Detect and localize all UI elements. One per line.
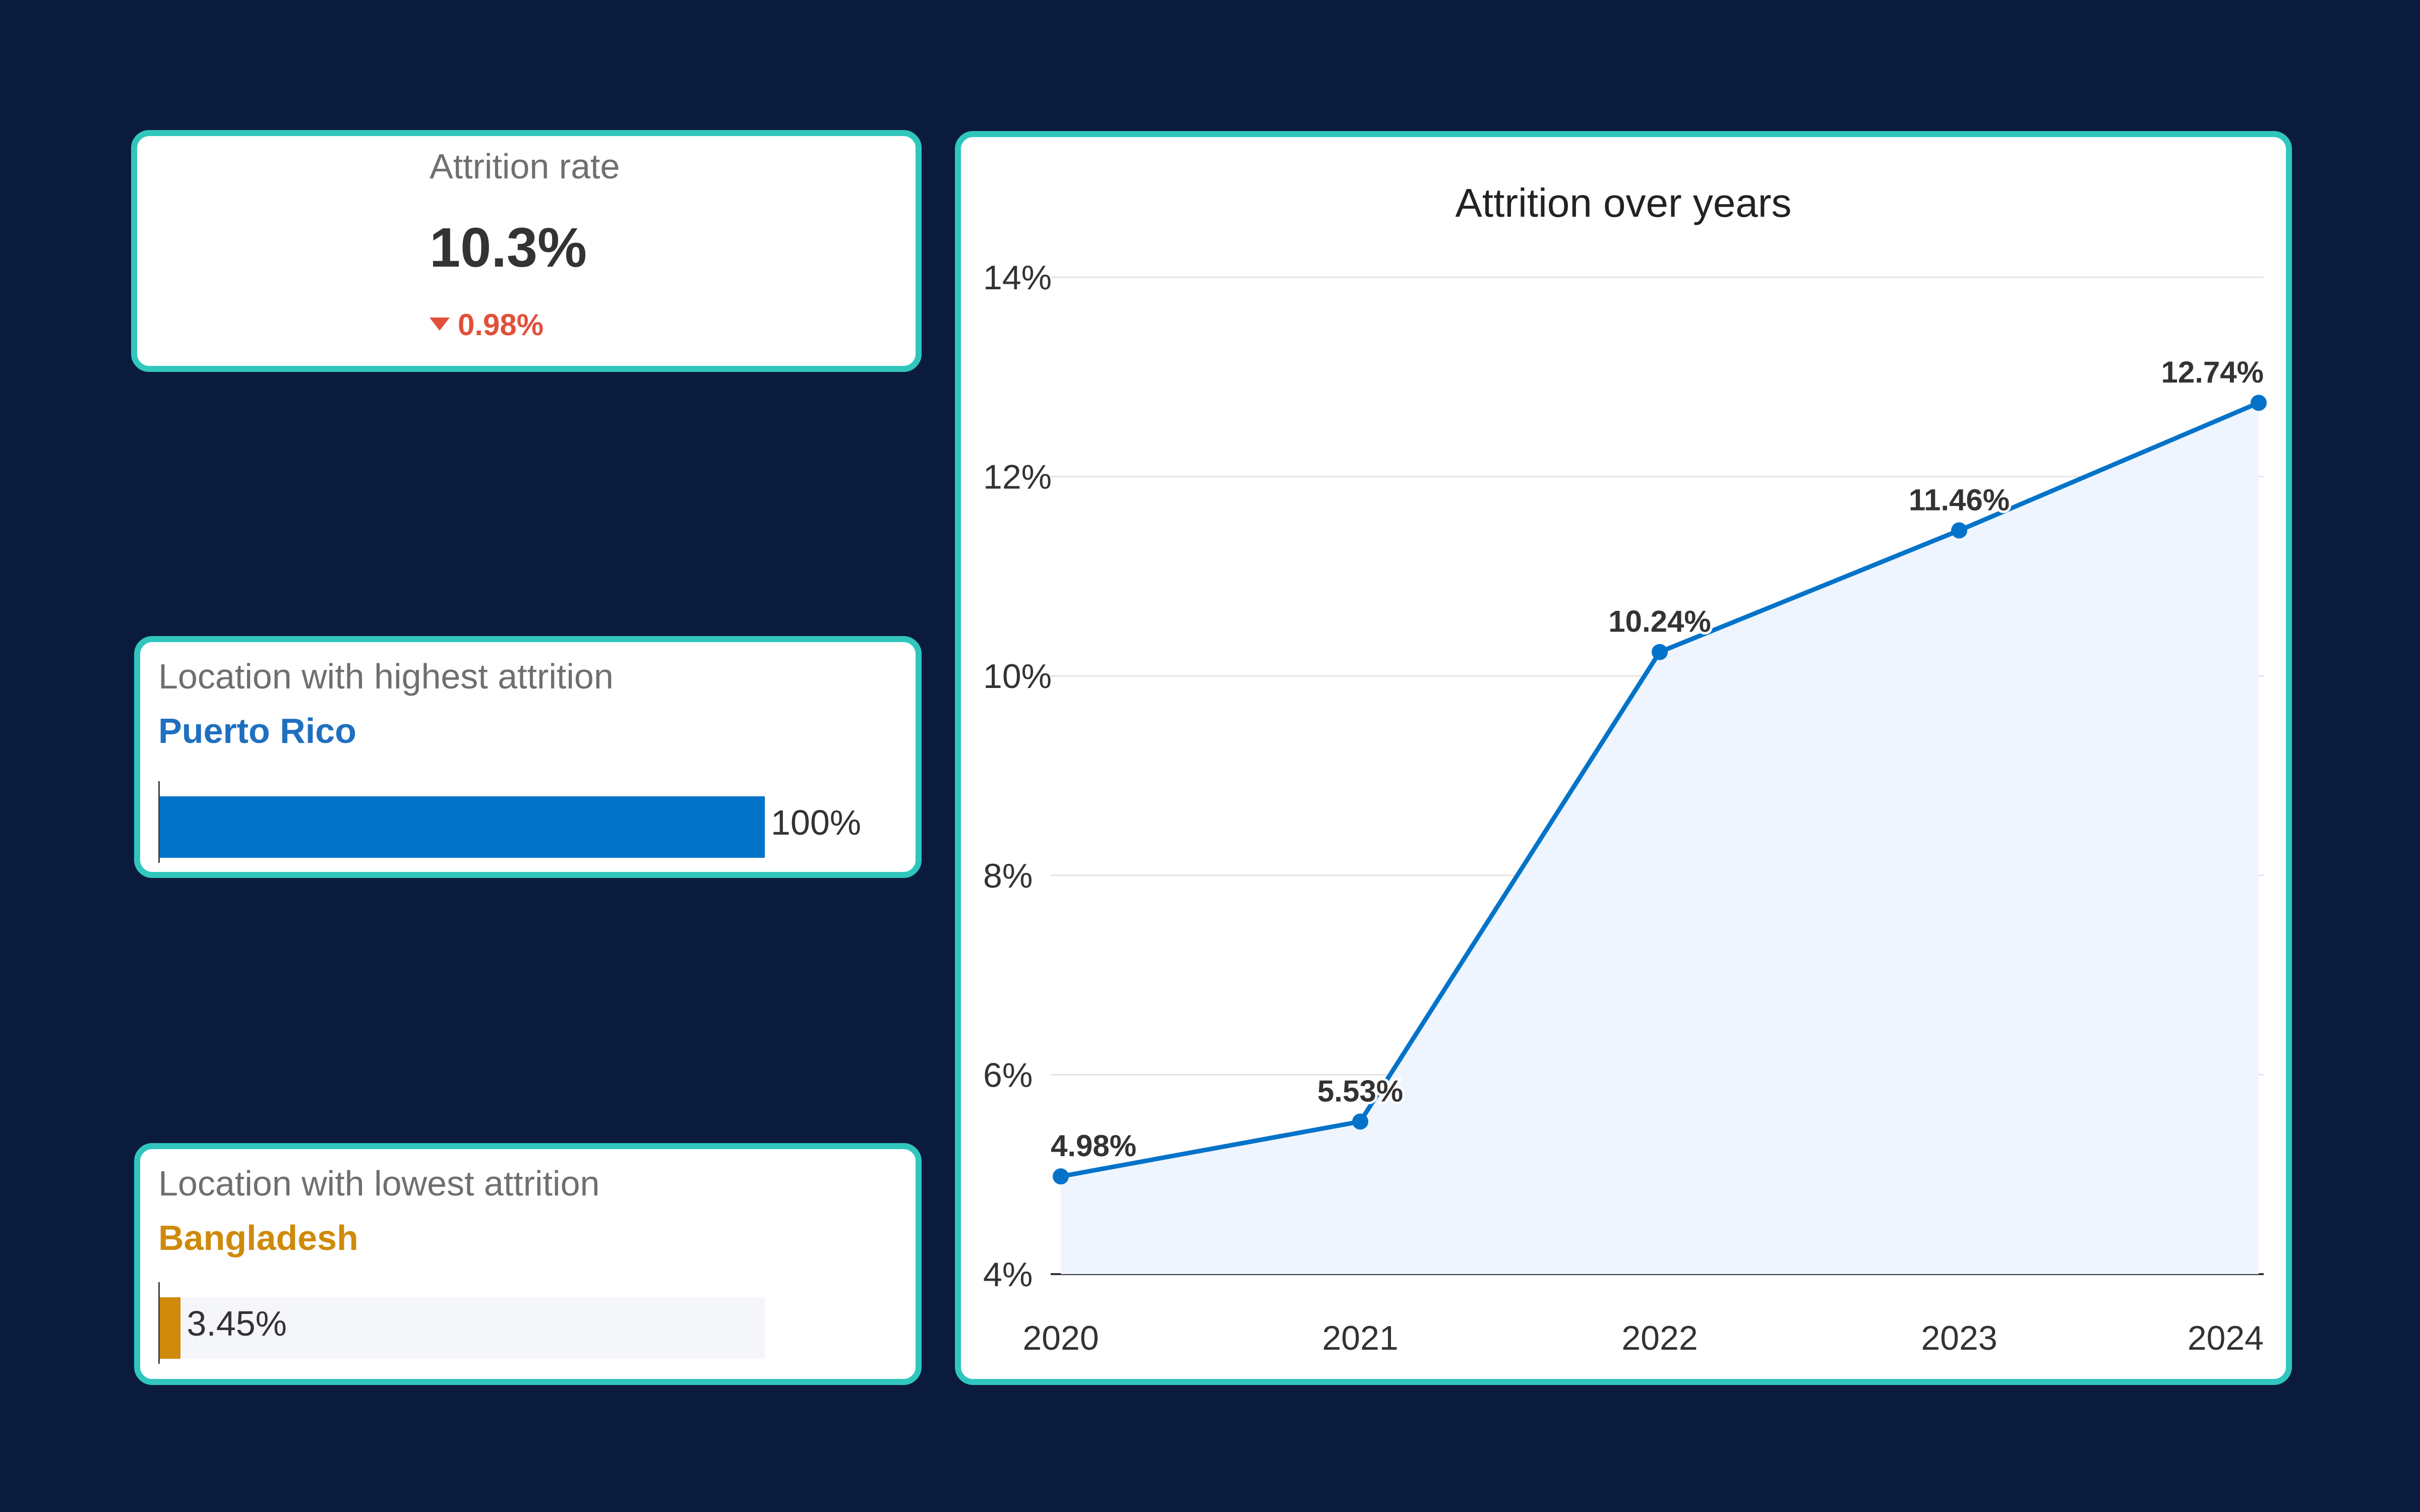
- y-tick-label: 8%: [983, 857, 1033, 895]
- x-tick-label: 2020: [1022, 1319, 1099, 1357]
- y-tick-label: 4%: [983, 1255, 1033, 1294]
- triangle-down-icon: [430, 318, 450, 331]
- data-label: 4.98%: [1051, 1129, 1136, 1163]
- y-tick-label: 6%: [983, 1056, 1033, 1094]
- lowest-attrition-label: Location with lowest attrition: [158, 1164, 600, 1203]
- lowest-attrition-location: Bangladesh: [158, 1218, 358, 1257]
- highest-bar-fill: [160, 796, 765, 858]
- attrition-line-chart: Attrition over years 4% 6% 8% 10% 12% 14% 202…: [983, 180, 2267, 1357]
- attrition-rate-delta: 0.98%: [430, 307, 543, 342]
- data-point: [1652, 644, 1668, 660]
- attrition-rate-value: 10.3%: [430, 217, 587, 279]
- data-label: 5.53%: [1317, 1074, 1403, 1108]
- chart-title: Attrition over years: [1456, 180, 1792, 225]
- x-tick-label: 2022: [1621, 1319, 1698, 1357]
- lowest-bar-fill: [160, 1297, 181, 1359]
- highest-attrition-location: Puerto Rico: [158, 711, 356, 750]
- x-axis-ticks: 2020 2021 2022 2023 2024: [1022, 1319, 2264, 1357]
- series-points: [1053, 395, 2267, 1185]
- lowest-bar-value: 3.45%: [187, 1304, 287, 1343]
- y-tick-label: 12%: [983, 458, 1052, 496]
- lowest-bar-axis: [158, 1282, 160, 1364]
- highest-bar-track: [160, 796, 765, 858]
- attrition-chart-card: Attrition over years 4% 6% 8% 10% 12% 14% 202…: [955, 131, 2292, 1385]
- x-tick-label: 2024: [2188, 1319, 2264, 1357]
- y-axis-ticks: 4% 6% 8% 10% 12% 14%: [983, 259, 1052, 1294]
- data-point: [2251, 395, 2267, 411]
- data-point: [1951, 522, 1967, 539]
- lowest-bar-track: [160, 1297, 765, 1359]
- attrition-rate-label: Attrition rate: [430, 147, 620, 186]
- attrition-rate-delta-value: 0.98%: [458, 308, 544, 342]
- highest-bar-value: 100%: [771, 803, 862, 842]
- data-point: [1053, 1168, 1069, 1185]
- data-labels: 4.98% 5.53% 10.24% 11.46% 12.74%: [1048, 353, 2266, 1165]
- x-tick-label: 2023: [1921, 1319, 1997, 1357]
- data-point: [1352, 1113, 1368, 1130]
- highest-bar-axis: [158, 781, 160, 863]
- lowest-attrition-card: Location with lowest attrition Banglades…: [134, 1143, 922, 1385]
- y-tick-label: 10%: [983, 657, 1052, 696]
- data-label: 10.24%: [1608, 605, 1711, 639]
- x-tick-label: 2021: [1322, 1319, 1398, 1357]
- y-tick-label: 14%: [983, 259, 1052, 297]
- attrition-rate-card: Attrition rate 10.3% 0.98%: [131, 130, 922, 372]
- series-area: [1061, 403, 2259, 1274]
- highest-attrition-label: Location with highest attrition: [158, 657, 614, 696]
- data-label: 11.46%: [1909, 483, 2010, 517]
- highest-attrition-card: Location with highest attrition Puerto R…: [134, 636, 922, 878]
- data-label: 12.74%: [2161, 355, 2264, 389]
